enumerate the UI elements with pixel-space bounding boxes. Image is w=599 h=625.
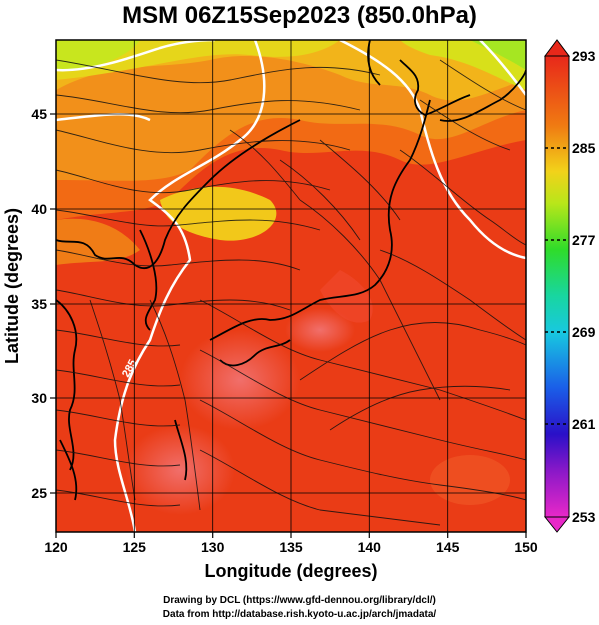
x-tick-label: 150 — [514, 539, 538, 555]
y-tick-label: 40 — [31, 201, 47, 217]
colorbar-label: 253 — [572, 509, 596, 525]
y-tick-label: 30 — [31, 390, 47, 406]
x-tick-label: 140 — [358, 539, 382, 555]
colorbar-label: 285 — [572, 140, 596, 156]
x-tick-label: 125 — [123, 539, 147, 555]
colorbar-top-arrow — [544, 39, 570, 57]
credit-data: Data from http://database.rish.kyoto-u.a… — [162, 609, 437, 620]
colorbar: 293 285 277 269 261 253 — [543, 39, 596, 533]
credit-drawing: Drawing by DCL (https://www.gfd-dennou.o… — [163, 595, 436, 606]
chart-title: MSM 06Z15Sep2023 (850.0hPa) — [122, 2, 477, 29]
y-axis-title: Latitude (degrees) — [2, 208, 22, 364]
y-tick-label: 35 — [31, 296, 47, 312]
x-tick-label: 130 — [201, 539, 225, 555]
colorbar-label: 277 — [572, 232, 596, 248]
coastlines — [56, 40, 526, 501]
colorbar-bottom-arrow — [543, 516, 571, 533]
y-tick-label: 25 — [31, 485, 47, 501]
x-tick-label: 145 — [436, 539, 460, 555]
colorbar-gradient — [544, 55, 570, 518]
colorbar-label: 269 — [572, 324, 596, 340]
x-tick-label: 120 — [44, 539, 68, 555]
wind-streamlines — [56, 59, 526, 526]
x-axis-title: Longitude (degrees) — [204, 561, 377, 581]
colorbar-label: 293 — [572, 48, 596, 64]
x-tick-label: 135 — [279, 539, 303, 555]
contour-lines — [56, 40, 526, 532]
colorbar-label: 261 — [572, 416, 596, 432]
y-tick-label: 45 — [31, 106, 47, 122]
gridlines — [56, 40, 526, 532]
axis-ticks — [50, 113, 527, 538]
